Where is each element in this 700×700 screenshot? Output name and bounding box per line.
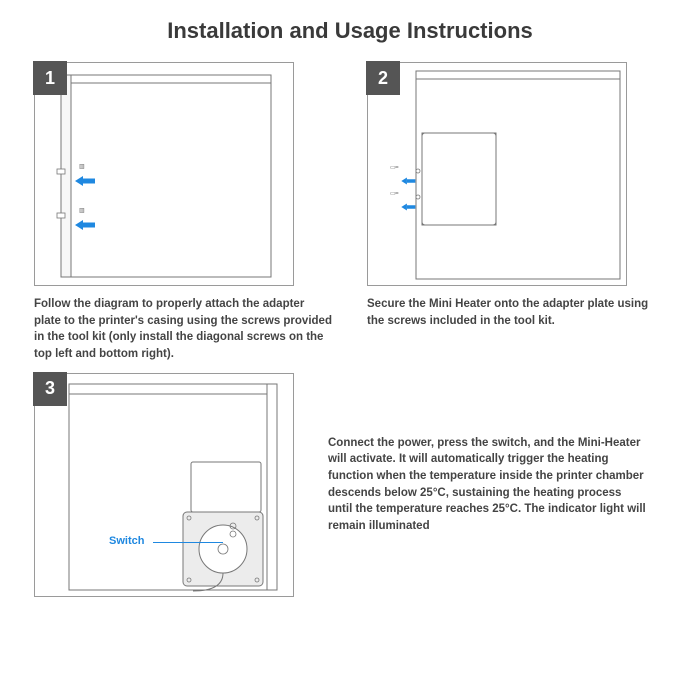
- step-3: 3: [34, 373, 294, 597]
- step-2-caption: Secure the Mini Heater onto the adapter …: [367, 296, 666, 329]
- step-3-badge: 3: [33, 372, 67, 406]
- step-3-diagram: Switch: [34, 373, 294, 597]
- step-1: 1 ▥ ▥ Follow the diagram to properly: [34, 62, 333, 363]
- step-1-diagram: ▥ ▥: [34, 62, 294, 286]
- step-2-diagram: ▭= ▭=: [367, 62, 627, 286]
- arrow-icon: [75, 176, 97, 186]
- step-1-caption: Follow the diagram to properly attach th…: [34, 296, 333, 363]
- screw-icon: ▭=: [390, 164, 398, 171]
- switch-leader-line: [153, 542, 223, 543]
- steps-row-1: 1 ▥ ▥ Follow the diagram to properly: [34, 62, 666, 363]
- step-3-caption: Connect the power, press the switch, and…: [328, 435, 648, 535]
- arrow-icon: [401, 178, 416, 185]
- page-title: Installation and Usage Instructions: [34, 18, 666, 44]
- step-1-badge: 1: [33, 61, 67, 95]
- screw-icon: ▥: [79, 207, 84, 214]
- arrow-icon: [75, 220, 97, 230]
- step-3-caption-wrap: Connect the power, press the switch, and…: [328, 373, 666, 597]
- steps-row-2: 3: [34, 373, 666, 597]
- screw-icon: ▭=: [390, 190, 398, 197]
- arrow-icon: [401, 204, 416, 211]
- screw-icon: ▥: [79, 163, 84, 170]
- step-2-badge: 2: [366, 61, 400, 95]
- switch-label: Switch: [109, 535, 144, 547]
- step-2: 2 ▭= ▭= Secure the Mini He: [367, 62, 666, 363]
